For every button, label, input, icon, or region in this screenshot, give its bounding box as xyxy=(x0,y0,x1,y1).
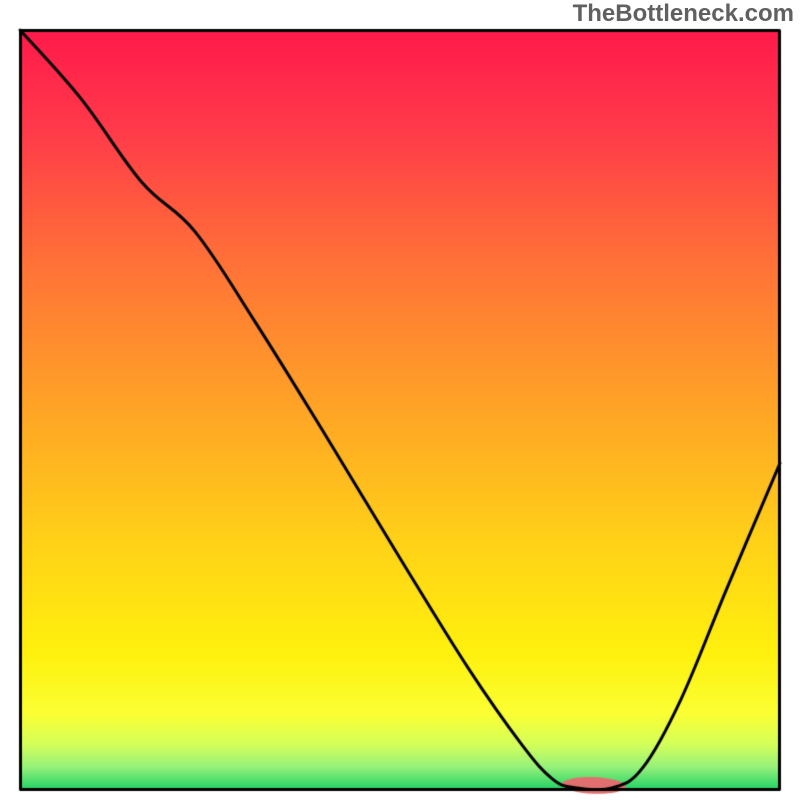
bottleneck-chart xyxy=(0,0,800,800)
